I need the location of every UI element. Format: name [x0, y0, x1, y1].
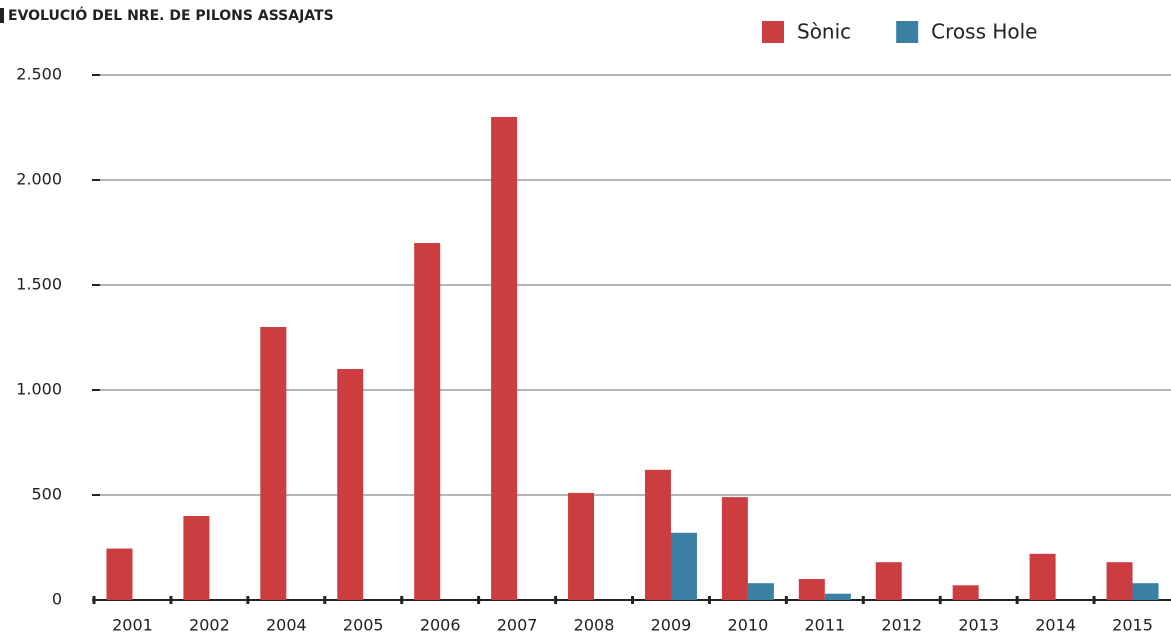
bar — [337, 369, 364, 600]
bar — [952, 585, 979, 600]
bar — [824, 593, 851, 600]
chart-title: EVOLUCIÓ DEL NRE. DE PILONS ASSAJATS — [8, 6, 334, 24]
x-tick-label: 2002 — [189, 616, 230, 635]
legend-swatch — [762, 21, 784, 43]
legend-label: Cross Hole — [931, 20, 1037, 44]
x-tick-label: 2009 — [651, 616, 692, 635]
bar — [1029, 553, 1056, 600]
legend-label: Sònic — [797, 20, 851, 44]
bar — [260, 327, 287, 600]
bar — [1132, 583, 1159, 600]
x-tick-label: 2012 — [881, 616, 922, 635]
bar — [747, 583, 774, 600]
x-tick-label: 2011 — [804, 616, 845, 635]
y-tick-label: 2.500 — [16, 65, 62, 84]
x-tick-label: 2005 — [343, 616, 384, 635]
bar — [875, 562, 902, 600]
bar — [1106, 562, 1133, 600]
x-tick-label: 2004 — [266, 616, 307, 635]
x-tick-label: 2006 — [420, 616, 461, 635]
bar — [670, 532, 697, 600]
x-tick-label: 2007 — [497, 616, 538, 635]
bar — [721, 497, 748, 600]
bar — [106, 548, 133, 600]
y-tick-label: 2.000 — [16, 170, 62, 189]
x-tick-label: 2001 — [112, 616, 153, 635]
bar — [798, 579, 825, 600]
y-tick-label: 500 — [31, 485, 62, 504]
x-tick-label: 2008 — [574, 616, 615, 635]
y-tick-label: 0 — [52, 590, 62, 609]
bar — [568, 492, 595, 600]
bar — [491, 117, 518, 600]
x-tick-label: 2014 — [1035, 616, 1076, 635]
legend-swatch — [896, 21, 919, 43]
title-marker — [0, 8, 4, 23]
bar — [183, 516, 210, 600]
bar — [414, 243, 441, 600]
x-tick-label: 2010 — [728, 616, 769, 635]
bar — [644, 469, 671, 600]
x-tick-label: 2015 — [1112, 616, 1153, 635]
x-tick-label: 2013 — [958, 616, 999, 635]
y-tick-label: 1.500 — [16, 275, 62, 294]
y-tick-label: 1.000 — [16, 380, 62, 399]
